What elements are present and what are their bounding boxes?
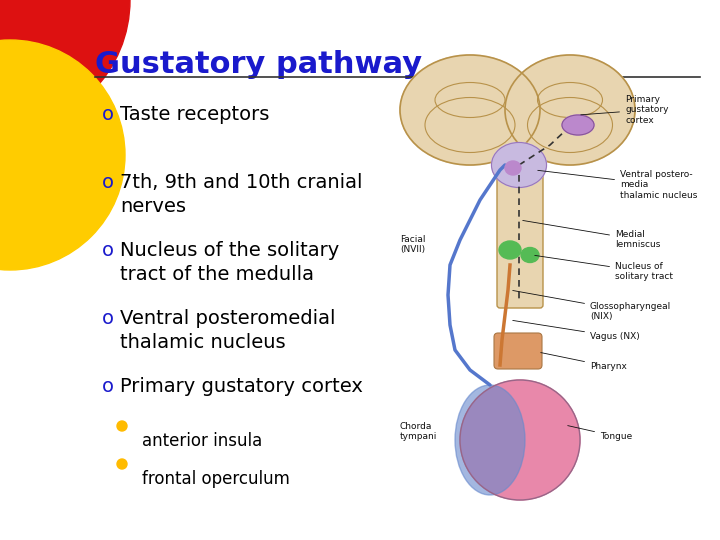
- Text: anterior insula: anterior insula: [142, 432, 262, 450]
- Text: Chorda
tympani: Chorda tympani: [400, 422, 437, 441]
- Text: Primary gustatory cortex: Primary gustatory cortex: [120, 377, 363, 396]
- Ellipse shape: [400, 55, 540, 165]
- Text: Facial
(NVII): Facial (NVII): [400, 235, 426, 254]
- FancyBboxPatch shape: [494, 333, 542, 369]
- Text: 7th, 9th and 10th cranial
nerves: 7th, 9th and 10th cranial nerves: [120, 173, 362, 215]
- Text: o: o: [102, 309, 114, 328]
- Text: o: o: [102, 173, 114, 192]
- Text: Nucleus of the solitary
tract of the medulla: Nucleus of the solitary tract of the med…: [120, 241, 339, 284]
- Ellipse shape: [521, 247, 539, 262]
- Circle shape: [0, 0, 130, 130]
- Text: Ventral posteromedial
thalamic nucleus: Ventral posteromedial thalamic nucleus: [120, 309, 336, 352]
- Text: frontal operculum: frontal operculum: [142, 470, 290, 488]
- Text: Ventral postero-
media
thalamic nucleus: Ventral postero- media thalamic nucleus: [538, 170, 698, 200]
- Ellipse shape: [505, 161, 521, 175]
- Ellipse shape: [562, 115, 594, 135]
- Ellipse shape: [505, 55, 635, 165]
- Ellipse shape: [492, 143, 546, 187]
- Text: Tongue: Tongue: [567, 426, 632, 441]
- Ellipse shape: [455, 385, 525, 495]
- Ellipse shape: [499, 241, 521, 259]
- Text: Taste receptors: Taste receptors: [120, 105, 269, 124]
- Ellipse shape: [460, 380, 580, 500]
- Text: o: o: [102, 105, 114, 124]
- Text: Gustatory pathway: Gustatory pathway: [95, 50, 422, 79]
- Text: Medial
lemniscus: Medial lemniscus: [523, 220, 660, 249]
- Text: Nucleus of
solitary tract: Nucleus of solitary tract: [535, 255, 673, 281]
- Circle shape: [117, 459, 127, 469]
- Circle shape: [117, 421, 127, 431]
- Text: Glossopharyngeal
(NIX): Glossopharyngeal (NIX): [513, 291, 671, 321]
- Text: o: o: [102, 241, 114, 260]
- Circle shape: [0, 40, 125, 270]
- Text: Pharynx: Pharynx: [541, 353, 627, 371]
- Text: o: o: [102, 377, 114, 396]
- Text: Vagus (NX): Vagus (NX): [513, 320, 640, 341]
- FancyBboxPatch shape: [497, 172, 543, 308]
- Text: Primary
gustatory
cortex: Primary gustatory cortex: [581, 95, 668, 125]
